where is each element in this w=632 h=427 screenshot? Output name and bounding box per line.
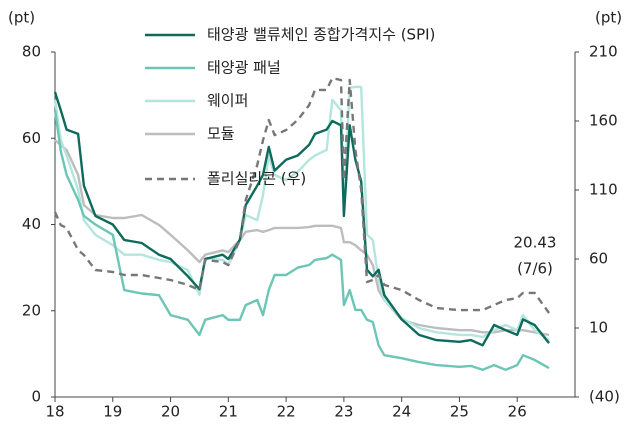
y-tick-label: 60 xyxy=(22,129,41,147)
x-tick-label: 18 xyxy=(45,403,64,421)
x-tick-label: 20 xyxy=(161,403,180,421)
x-tick-label: 24 xyxy=(392,403,411,421)
x-tick-label: 23 xyxy=(334,403,353,421)
y2-tick-label: 160 xyxy=(589,112,618,130)
y2-unit-label: (pt) xyxy=(595,9,622,27)
series-line xyxy=(53,85,550,342)
y-tick-label: 0 xyxy=(31,388,41,406)
y-tick-label: 40 xyxy=(22,215,41,233)
y2-tick-label: 10 xyxy=(589,319,608,337)
annotation: 20.43 xyxy=(514,234,557,252)
y2-tick-label: 210 xyxy=(589,43,618,61)
x-tick-label: 22 xyxy=(277,403,296,421)
legend-label: 모듈 xyxy=(207,125,235,143)
y2-tick-label: 60 xyxy=(589,250,608,268)
y-unit-label: (pt) xyxy=(8,9,35,27)
y2-tick-label: 110 xyxy=(589,181,618,199)
annotation: (7/6) xyxy=(517,260,553,278)
x-tick-label: 19 xyxy=(103,403,122,421)
series-line xyxy=(53,110,550,371)
y-tick-label: 20 xyxy=(22,301,41,319)
legend-label: 태양광 밸류체인 종합가격지수 (SPI) xyxy=(207,26,435,44)
y-tick-label: 80 xyxy=(22,43,41,61)
y2-tick-label: (40) xyxy=(589,388,620,406)
series-line xyxy=(53,91,550,347)
series-line xyxy=(54,139,550,337)
legend-label: 웨이퍼 xyxy=(207,92,248,110)
series-line xyxy=(53,76,550,314)
x-tick-label: 26 xyxy=(508,403,527,421)
x-tick-label: 21 xyxy=(219,403,238,421)
legend-label: 폴리실리콘 (우) xyxy=(207,170,306,188)
legend-label: 태양광 패널 xyxy=(207,59,281,77)
x-tick-label: 25 xyxy=(450,403,469,421)
